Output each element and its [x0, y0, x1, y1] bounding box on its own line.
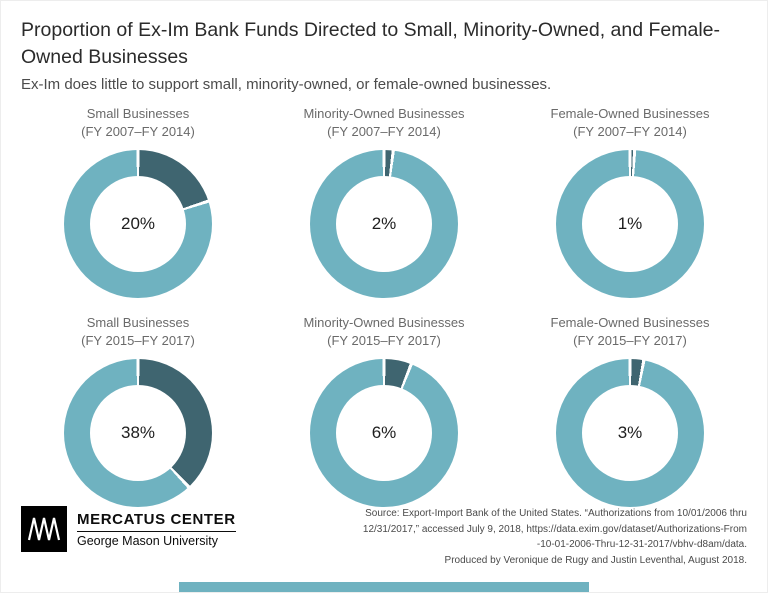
donut-category-label: Female-Owned Businesses [550, 314, 710, 330]
donut-period-label: (FY 2015–FY 2017) [81, 333, 195, 349]
donut-hole: 1% [582, 175, 678, 272]
donut-hole: 38% [90, 385, 186, 482]
source-line: 12/31/2017,” accessed July 9, 2018, http… [362, 523, 747, 535]
brand-subtitle: George Mason University [77, 533, 219, 548]
donut-category-label: Small Businesses [86, 105, 190, 121]
donut-period-label: (FY 2007–FY 2014) [81, 123, 195, 139]
donut-ring: 3% [556, 359, 704, 508]
page-subtitle: Ex-Im does little to support small, mino… [21, 76, 552, 94]
donut-category-label: Minority-Owned Businesses [303, 105, 465, 121]
chart-footer: MERCATUS CENTER George Mason University … [21, 506, 747, 568]
donut-chart: Minority-Owned Businesses (FY 2015–FY 201… [261, 314, 507, 508]
donut-label: Minority-Owned Businesses (FY 2007–FY 201… [303, 105, 464, 141]
source-line: Source: Export-Import Bank of the United… [365, 508, 747, 519]
donut-grid: Small Businesses (FY 2007–FY 2014) 20% Mino… [1, 95, 767, 508]
brand-name: MERCATUS CENTER [77, 510, 236, 528]
source-line: -10-01-2006-Thru-12-31-2017/vbhv-d8am/da… [536, 539, 747, 550]
donut-value: 20% [120, 213, 156, 233]
donut-hole: 3% [582, 385, 678, 482]
donut-label: Minority-Owned Businesses (FY 2015–FY 201… [303, 314, 464, 350]
donut-chart: Female-Owned Businesses (FY 2015–FY 2017)… [507, 314, 753, 508]
donut-period-label: (FY 2007–FY 2014) [573, 123, 687, 139]
donut-hole: 20% [90, 175, 186, 272]
donut-category-label: Small Businesses [86, 314, 190, 330]
brand-lockup: MERCATUS CENTER George Mason University [21, 506, 236, 552]
donut-chart: Small Businesses (FY 2015–FY 2017) 38% [15, 314, 261, 508]
donut-ring: 2% [310, 149, 458, 298]
donut-chart: Female-Owned Businesses (FY 2007–FY 2014)… [507, 105, 753, 298]
brand-rule-divider [77, 530, 236, 532]
donut-value: 3% [617, 423, 643, 443]
page-title: Proportion of Ex-Im Bank Funds Directed … [21, 19, 721, 68]
donut-value: 38% [120, 423, 156, 443]
donut-period-label: (FY 2015–FY 2017) [327, 333, 441, 349]
source-line: Produced by Veronique de Rugy and Justin… [444, 554, 747, 566]
donut-chart: Small Businesses (FY 2007–FY 2014) 20% [15, 105, 261, 298]
donut-hole: 2% [336, 175, 432, 272]
donut-chart: Minority-Owned Businesses (FY 2007–FY 201… [261, 105, 507, 298]
donut-period-label: (FY 2007–FY 2014) [327, 123, 441, 139]
donut-ring: 38% [64, 359, 212, 508]
mercatus-logo-icon [21, 506, 67, 552]
brand-text: MERCATUS CENTER George Mason University [77, 511, 236, 548]
donut-ring: 6% [310, 359, 458, 508]
donut-label: Female-Owned Businesses (FY 2007–FY 2014) [551, 105, 710, 141]
donut-category-label: Minority-Owned Businesses [303, 314, 465, 330]
donut-label: Female-Owned Businesses (FY 2015–FY 2017) [551, 314, 710, 350]
donut-category-label: Female-Owned Businesses [550, 105, 710, 121]
donut-ring: 1% [556, 149, 704, 298]
donut-ring: 20% [64, 149, 212, 298]
donut-period-label: (FY 2015–FY 2017) [573, 333, 687, 349]
bottom-accent-bar [179, 582, 589, 592]
donut-hole: 6% [336, 385, 432, 482]
source-note: Source: Export-Import Bank of the United… [363, 506, 747, 568]
donut-value: 2% [371, 213, 397, 233]
donut-value: 1% [617, 213, 643, 233]
donut-value: 6% [371, 423, 397, 443]
donut-label: Small Businesses (FY 2015–FY 2017) [81, 314, 195, 350]
donut-label: Small Businesses (FY 2007–FY 2014) [81, 105, 195, 141]
chart-header: Proportion of Ex-Im Bank Funds Directed … [1, 1, 767, 95]
